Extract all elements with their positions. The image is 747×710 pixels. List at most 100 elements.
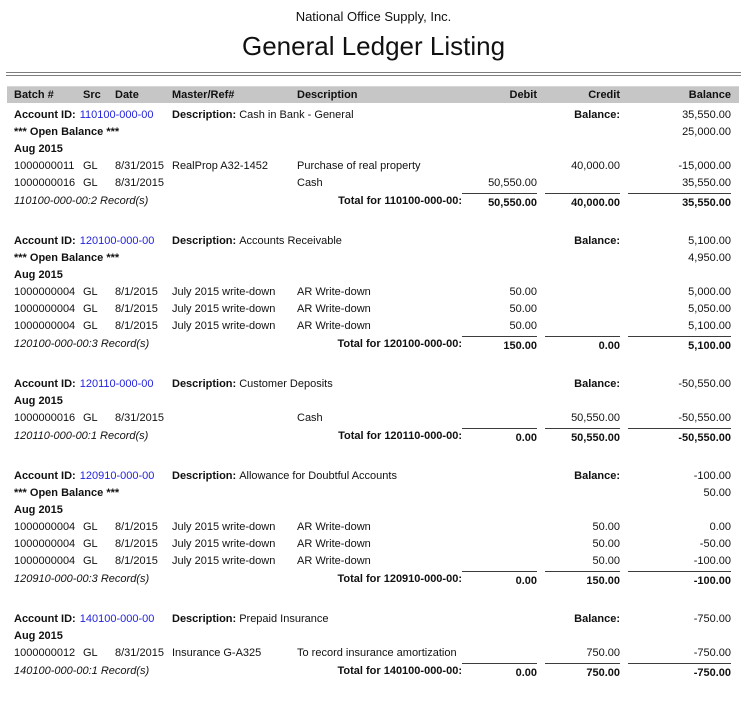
entry-src: GL <box>83 160 98 172</box>
entry-batch: 1000000004 <box>14 538 76 550</box>
ledger-entry-row: 1000000004 GL 8/1/2015 July 2015 write-d… <box>14 301 731 318</box>
entry-rows: 1000000012 GL 8/31/2015 Insurance G-A325… <box>14 645 731 662</box>
balance-label: Balance: <box>574 470 620 482</box>
entry-debit: 50.00 <box>509 303 537 315</box>
open-balance-label: *** Open Balance *** <box>14 487 120 499</box>
entry-date: 8/1/2015 <box>115 555 158 567</box>
company-name: National Office Supply, Inc. <box>295 9 452 24</box>
description-label: Description: <box>172 613 237 625</box>
period-row: Aug 2015 <box>14 628 731 645</box>
ledger-entry-row: 1000000016 GL 8/31/2015 Cash 50,550.00 -… <box>14 410 731 427</box>
open-balance-value: 50.00 <box>703 487 731 499</box>
account-header-row: Account ID: 120910-000-00 Description: All… <box>14 468 731 485</box>
entry-balance: -50.00 <box>699 538 731 550</box>
title-divider <box>6 72 741 76</box>
account-description: Prepaid Insurance <box>239 613 329 625</box>
entry-credit: 50.00 <box>592 538 620 550</box>
entry-credit: 50.00 <box>592 521 620 533</box>
period-label: Aug 2015 <box>14 143 63 155</box>
entry-description: Cash <box>297 177 323 189</box>
total-credit: 150.00 <box>545 571 620 590</box>
entry-rows: 1000000016 GL 8/31/2015 Cash 50,550.00 -… <box>14 410 731 427</box>
entry-src: GL <box>83 555 98 567</box>
column-header-debit: Debit <box>509 89 538 101</box>
description-label: Description: <box>172 109 237 121</box>
entry-debit: 50.00 <box>509 286 537 298</box>
account-balance-value: 35,550.00 <box>682 109 731 121</box>
entry-description: Cash <box>297 412 323 424</box>
total-label: Total for 110100-000-00: <box>338 195 462 207</box>
balance-label: Balance: <box>574 109 620 121</box>
entry-balance: 5,050.00 <box>688 303 731 315</box>
entry-balance: 5,000.00 <box>688 286 731 298</box>
report-body: Account ID: 110100-000-00 Description: Cas… <box>0 103 747 682</box>
total-row: 120100-000-00:3 Record(s) Total for 1201… <box>14 336 731 355</box>
total-balance: 35,550.00 <box>628 193 731 212</box>
open-balance-label: *** Open Balance *** <box>14 126 120 138</box>
ledger-entry-row: 1000000012 GL 8/31/2015 Insurance G-A325… <box>14 645 731 662</box>
account-id-link[interactable]: 110100-000-00 <box>79 109 154 121</box>
account-id-link[interactable]: 120110-000-00 <box>79 378 154 390</box>
entry-debit: 50,550.00 <box>488 177 537 189</box>
account-header-row: Account ID: 110100-000-00 Description: Cas… <box>14 107 731 124</box>
open-balance-row: *** Open Balance *** 25,000.00 <box>14 124 731 141</box>
entry-date: 8/31/2015 <box>115 647 164 659</box>
column-header-bar: Batch # Src Date Master/Ref# Description… <box>7 86 739 103</box>
entry-balance: 5,100.00 <box>688 320 731 332</box>
total-debit: 0.00 <box>462 571 537 590</box>
entry-description: AR Write-down <box>297 320 371 332</box>
account-id-link[interactable]: 120910-000-00 <box>79 470 155 482</box>
entry-date: 8/1/2015 <box>115 320 158 332</box>
account-balance-value: -50,550.00 <box>678 378 731 390</box>
entry-description: AR Write-down <box>297 303 371 315</box>
account-section: Account ID: 120110-000-00 Description: Cus… <box>14 376 731 447</box>
account-id-link[interactable]: 140100-000-00 <box>79 613 155 625</box>
description-label: Description: <box>172 470 237 482</box>
account-description: Allowance for Doubtful Accounts <box>239 470 397 482</box>
entry-batch: 1000000004 <box>14 555 76 567</box>
total-label: Total for 120110-000-00: <box>338 430 462 442</box>
account-description: Cash in Bank - General <box>239 109 354 121</box>
ledger-entry-row: 1000000004 GL 8/1/2015 July 2015 write-d… <box>14 553 731 570</box>
entry-rows: 1000000004 GL 8/1/2015 July 2015 write-d… <box>14 284 731 335</box>
entry-batch: 1000000004 <box>14 286 76 298</box>
entry-batch: 1000000004 <box>14 521 76 533</box>
account-section: Account ID: 110100-000-00 Description: Cas… <box>14 107 731 212</box>
entry-batch: 1000000011 <box>14 160 75 172</box>
ledger-entry-row: 1000000011 GL 8/31/2015 RealProp A32-145… <box>14 158 731 175</box>
entry-master-ref: Insurance G-A325 <box>172 647 262 659</box>
entry-batch: 1000000016 <box>14 412 76 424</box>
entry-rows: 1000000004 GL 8/1/2015 July 2015 write-d… <box>14 519 731 570</box>
total-label: Total for 120910-000-00: <box>337 573 462 585</box>
account-header-row: Account ID: 120110-000-00 Description: Cus… <box>14 376 731 393</box>
entry-master-ref: July 2015 write-down <box>172 303 276 315</box>
entry-date: 8/31/2015 <box>115 412 164 424</box>
entry-description: Purchase of real property <box>297 160 421 172</box>
account-header-row: Account ID: 120100-000-00 Description: Acc… <box>14 233 731 250</box>
entry-date: 8/1/2015 <box>115 538 158 550</box>
entry-master-ref: July 2015 write-down <box>172 555 276 567</box>
account-id-label: Account ID: <box>14 613 76 625</box>
entry-description: To record insurance amortization <box>297 647 457 659</box>
column-header-batch: Batch # <box>14 89 54 101</box>
total-balance: -50,550.00 <box>628 428 731 447</box>
entry-master-ref: July 2015 write-down <box>172 286 276 298</box>
account-balance-value: -750.00 <box>693 613 731 625</box>
entry-balance: -100.00 <box>693 555 731 567</box>
entry-debit: 50.00 <box>509 320 537 332</box>
description-label: Description: <box>172 378 237 390</box>
total-credit: 40,000.00 <box>545 193 620 212</box>
entry-date: 8/31/2015 <box>115 160 164 172</box>
account-id-link[interactable]: 120100-000-00 <box>79 235 155 247</box>
entry-balance: -50,550.00 <box>678 412 731 424</box>
balance-label: Balance: <box>574 235 620 247</box>
period-label: Aug 2015 <box>14 269 63 281</box>
entry-balance: 0.00 <box>709 521 731 533</box>
account-balance-value: -100.00 <box>693 470 731 482</box>
entry-src: GL <box>83 303 98 315</box>
ledger-entry-row: 1000000016 GL 8/31/2015 Cash 50,550.00 3… <box>14 175 731 192</box>
entry-balance: -15,000.00 <box>678 160 731 172</box>
total-credit: 50,550.00 <box>545 428 620 447</box>
report-title: General Ledger Listing <box>241 31 506 61</box>
total-credit: 750.00 <box>545 663 620 682</box>
